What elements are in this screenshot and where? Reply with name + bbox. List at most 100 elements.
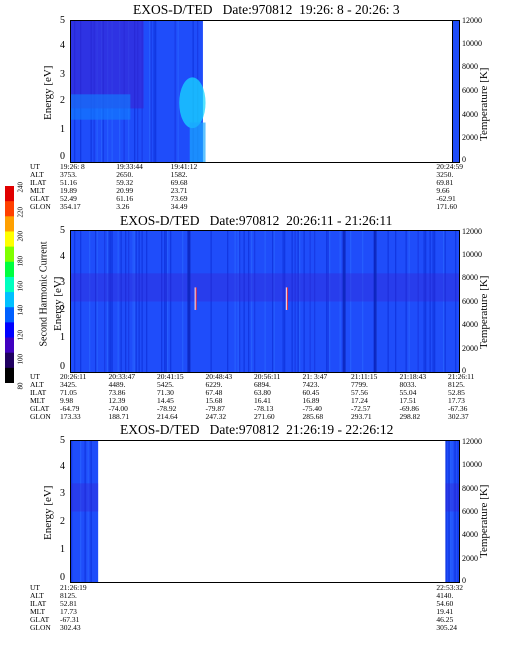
panel-2-spectrogram	[71, 231, 459, 372]
spectrogram-streak	[339, 231, 341, 372]
ut-cell: 46.25	[436, 615, 454, 624]
spectrogram-streak	[327, 231, 329, 372]
spectrogram-streak	[248, 231, 250, 372]
ut-cell: 7799.	[351, 380, 368, 389]
spectrogram-streak	[405, 231, 407, 372]
ut-row-label: GLON	[30, 412, 51, 421]
spectrogram-streak	[294, 231, 296, 372]
ut-cell: 302.43	[60, 623, 81, 632]
ut-row-label: MLT	[30, 607, 46, 616]
spectrogram-streak	[174, 21, 176, 162]
ut-cell: 20.99	[116, 186, 134, 195]
spectrogram-streak	[449, 441, 452, 582]
colorbar-tick: 180	[16, 255, 25, 267]
ut-cell: 71.30	[157, 388, 174, 397]
panel-1-y2tick: 2000	[462, 133, 478, 142]
ut-cell: 57.56	[351, 388, 368, 397]
panel-2-title: EXOS-D/TED Date:970812 20:26:11 - 21:26:…	[120, 213, 393, 228]
panel-1-ytick: 2	[60, 95, 65, 106]
spectrogram-streak	[309, 231, 311, 372]
panel-1-ytick: 4	[60, 40, 65, 51]
ut-cell: 271.60	[254, 412, 275, 421]
colorbar-segment	[5, 201, 14, 217]
spectrogram-band	[71, 483, 99, 512]
ut-row-label: UT	[30, 162, 40, 171]
ut-cell: 21:26:19	[60, 583, 87, 592]
ut-row-label: GLAT	[30, 404, 50, 413]
panel-1-ytick: 5	[60, 15, 65, 26]
panel-3-ut-table: UT ALT ILAT MLT GLAT GLON 21:26:19 8125. 52.81 17…	[30, 583, 503, 634]
spectrogram-band	[71, 273, 459, 302]
spectrogram-streak	[155, 21, 157, 162]
ut-row-label: GLON	[30, 623, 51, 632]
panel-1-ytick: 1	[60, 124, 65, 135]
spectrogram-streak	[89, 231, 91, 372]
ut-row-label: ALT	[30, 170, 44, 179]
ut-cell: -75.40	[302, 404, 322, 413]
ut-cell: 247.32	[205, 412, 227, 421]
panel-1-spectrogram	[71, 21, 206, 162]
ut-cell: 22:53:32	[436, 583, 464, 592]
panel-1-ut-table: UT ALT ILAT MLT GLAT GLON 19:26: 8 3753. 51.16 19…	[30, 162, 503, 213]
ut-cell: 20:24:59	[436, 162, 464, 171]
spectrogram-streak	[284, 231, 286, 372]
spectrogram-streak	[96, 231, 98, 372]
spectrogram-streak	[87, 441, 89, 582]
spectrogram-streak	[108, 231, 110, 372]
colorbar-label: Second Harmonic Current	[38, 241, 50, 347]
panel-3-y2tick: 2000	[462, 554, 478, 563]
spectrogram-fill	[71, 231, 459, 372]
ut-cell: 19:26: 8	[60, 162, 85, 171]
spectrogram-streak	[432, 231, 434, 372]
colorbar-segment	[5, 367, 14, 383]
spectrogram-streak	[167, 231, 169, 372]
ut-cell: 21: 3:47	[302, 372, 328, 381]
spectrogram-streak	[303, 231, 305, 372]
panel-2-y2tick: 12000	[462, 227, 482, 236]
spectrogram-streak	[326, 231, 328, 372]
spectrogram-streak	[291, 231, 293, 372]
panel-1-y2tick: 12000	[462, 16, 482, 25]
panel-3-ylabel: Energy [eV]	[42, 485, 54, 540]
panel-1-y2tick: 6000	[462, 86, 478, 95]
spectrogram-streak	[329, 231, 331, 372]
spectrogram-streak	[273, 231, 275, 372]
spectrogram-streak	[297, 231, 299, 372]
ut-cell: 34.49	[170, 202, 188, 211]
panel-3-title: EXOS-D/TED Date:970812 21:26:19 - 22:26:…	[120, 422, 394, 437]
panel-3-ytick: 1	[60, 544, 65, 555]
panel-3-y2tick: 4000	[462, 530, 478, 539]
panel-2-ytick: 5	[60, 225, 65, 236]
panel-1-ytick: 3	[60, 69, 65, 80]
spectrogram-streak	[445, 441, 447, 582]
panel-2-plot-area	[70, 230, 460, 373]
ut-row-label: ILAT	[30, 388, 47, 397]
ut-cell: 14.45	[157, 396, 174, 405]
ut-cell: 59.32	[116, 178, 134, 187]
spectrogram-streak	[342, 231, 346, 372]
panel-3-ytick: 0	[60, 572, 65, 583]
panel-3-y2tick: 8000	[462, 484, 478, 493]
ut-cell: -67.36	[448, 404, 468, 413]
panel-1-plot-area	[70, 20, 460, 163]
panel-2-ytick: 3	[60, 277, 65, 288]
panel-2-ytick: 0	[60, 361, 65, 372]
spectrogram-streak	[164, 231, 166, 372]
ut-cell: 20:41:15	[157, 372, 184, 381]
panel-1-y2label: Temperature [K]	[478, 67, 490, 141]
spectrogram-streak	[457, 441, 459, 582]
colorbar-segment	[5, 307, 14, 323]
spectrogram-streak	[80, 441, 82, 582]
spectrogram-intense-spot	[179, 77, 206, 129]
colorbar-tick: 240	[16, 182, 25, 193]
ut-cell: -64.79	[60, 404, 80, 413]
panel-3-ytick: 2	[60, 516, 65, 527]
panel-2-y2tick: 6000	[462, 297, 478, 306]
ut-cell: 19:33:44	[116, 162, 143, 171]
ut-cell: -79.87	[205, 404, 225, 413]
ut-cell: 17.51	[399, 396, 417, 405]
spectrogram-streak	[451, 441, 453, 582]
spectrogram-streak	[128, 231, 130, 372]
spectrogram-streak	[387, 231, 389, 372]
spectrogram-streak	[110, 231, 112, 372]
